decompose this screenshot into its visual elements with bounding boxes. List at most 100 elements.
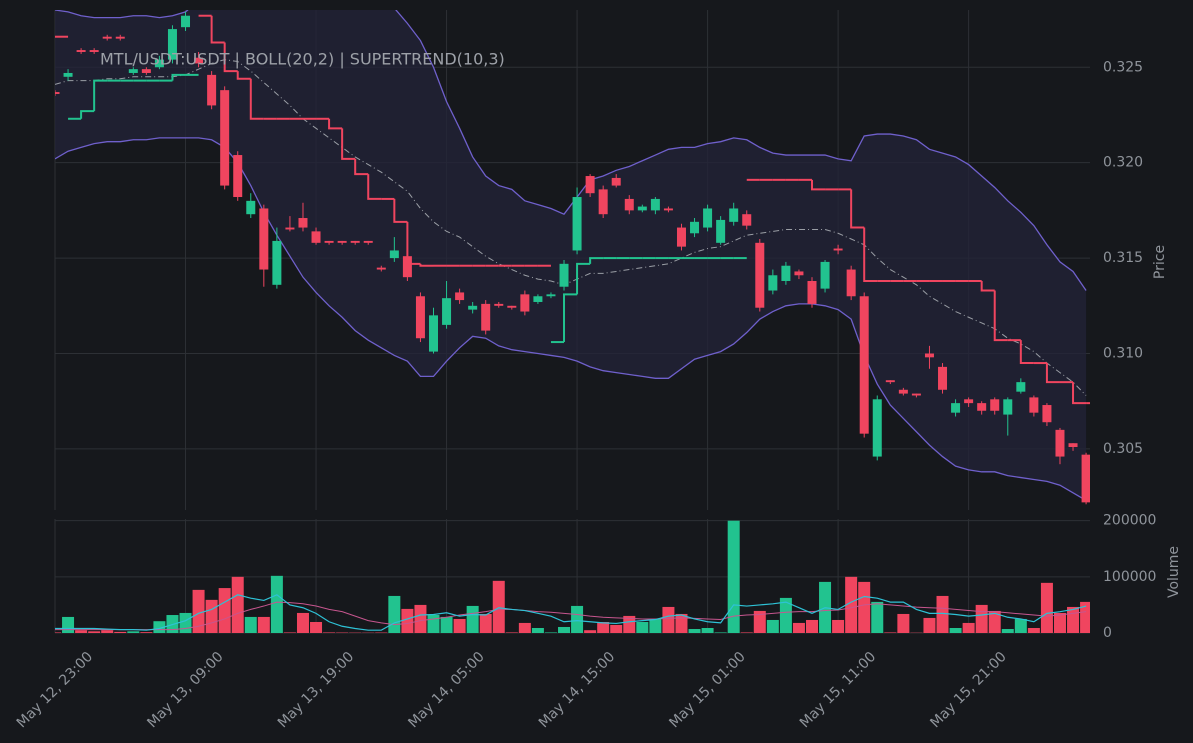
supertrend-down (850, 189, 865, 229)
volume-bar (55, 632, 61, 633)
candle-body (298, 218, 308, 228)
candle-body (572, 197, 582, 251)
volume-bar (479, 613, 492, 633)
supertrend-up (80, 110, 95, 119)
candle-body (807, 280, 817, 304)
volume-bar (858, 581, 871, 633)
volume-bar (531, 628, 544, 633)
supertrend-up (93, 79, 108, 112)
candle-body (55, 92, 60, 94)
supertrend-up (563, 293, 578, 343)
candle-body (1055, 429, 1065, 457)
volume-bar (296, 612, 309, 633)
volume-bar (1001, 629, 1014, 633)
candle-body (533, 296, 543, 302)
candle-body (507, 305, 517, 308)
volume-bar (323, 632, 336, 633)
volume-bar (1027, 628, 1040, 633)
supertrend-down (393, 198, 408, 223)
volume-bar (714, 632, 727, 633)
candle-body (141, 69, 151, 73)
volume-bar (218, 588, 231, 633)
candle-body (363, 240, 373, 243)
volume-bar (701, 628, 714, 633)
candle-body (455, 292, 465, 301)
volume-bar (975, 604, 988, 633)
volume-bar (766, 619, 779, 633)
candle-body (128, 69, 138, 73)
candle-body (415, 296, 425, 339)
candle-body (494, 303, 504, 306)
y-tick-label: 100000 (1103, 569, 1156, 585)
band-fill (55, 10, 1087, 501)
candle-body (376, 267, 386, 270)
candle-body (1029, 397, 1039, 413)
volume-bar (544, 632, 557, 633)
volume-bar (988, 610, 1001, 633)
volume-bar (192, 589, 205, 633)
candle-body (350, 240, 360, 243)
volume-bar (283, 632, 296, 633)
volume-bar (466, 605, 479, 633)
volume-ma-slow (55, 601, 1087, 631)
supertrend-down (354, 158, 369, 176)
candle-body (833, 248, 843, 251)
y-axis-label: Price (1152, 245, 1168, 279)
candle-body (846, 269, 856, 297)
supertrend-up (589, 257, 604, 264)
x-tick-label: May 15, 11:00 (797, 649, 879, 731)
volume-bar (388, 595, 401, 633)
x-tick-label: May 13, 09:00 (144, 649, 226, 731)
candle-body (428, 315, 438, 352)
candle-body (938, 366, 948, 390)
x-tick-label: May 15, 01:00 (666, 649, 748, 731)
volume-bar (453, 618, 466, 633)
supertrend-down (341, 128, 356, 160)
volume-ma-fast (55, 594, 1087, 631)
candle-body (637, 206, 647, 211)
candle-body (650, 198, 660, 211)
chart-title: MTL/USDT:USDT | BOLL(20,2) | SUPERTREND(… (100, 50, 505, 69)
volume-bar (1067, 606, 1080, 633)
volume-bar (140, 632, 153, 633)
candle-body (115, 36, 125, 39)
candle-body (624, 198, 634, 211)
candle-body (820, 261, 830, 289)
candle-body (1042, 405, 1052, 423)
y-tick-label: 0.315 (1103, 250, 1143, 266)
volume-bar (949, 628, 962, 633)
volume-plot (55, 520, 1090, 633)
volume-bar (558, 626, 571, 633)
volume-bar (610, 624, 623, 633)
candle-body (598, 189, 608, 215)
candle-body (442, 298, 452, 325)
volume-bar (636, 621, 649, 633)
volume-bar (88, 631, 101, 633)
candle-body (977, 403, 987, 411)
volume-bar (179, 612, 192, 633)
supertrend-down (993, 290, 1008, 342)
candle-body (663, 208, 673, 211)
volume-bar (440, 616, 453, 633)
supertrend-up (171, 73, 186, 81)
volume-bar (75, 630, 88, 633)
candle-body (285, 227, 295, 230)
band-upper (55, 10, 1087, 291)
supertrend-down (328, 118, 343, 130)
supertrend-down (367, 174, 382, 200)
candle-body (716, 219, 726, 243)
candle-body (324, 240, 334, 243)
supertrend-down (1019, 340, 1034, 365)
candle-body (63, 72, 73, 77)
volume-bar (871, 601, 884, 633)
candle-body (768, 275, 778, 291)
volume-bar (884, 632, 897, 633)
candle-body (911, 393, 921, 396)
volume-bar (205, 599, 218, 633)
volume-bar (1014, 618, 1027, 633)
volume-bar (1040, 582, 1053, 633)
x-tick-label: May 14, 05:00 (405, 649, 487, 731)
volume-bar (310, 621, 323, 633)
volume-bar (492, 580, 505, 633)
candle-body (207, 74, 217, 106)
